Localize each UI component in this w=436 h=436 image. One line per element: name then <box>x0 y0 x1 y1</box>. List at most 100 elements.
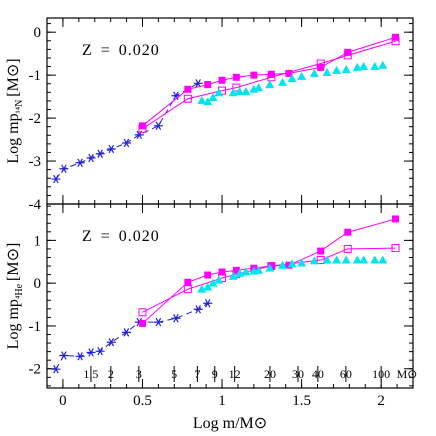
star-marker <box>86 153 96 163</box>
square-marker <box>317 247 325 255</box>
star-marker <box>59 351 69 360</box>
square-marker <box>391 215 399 223</box>
triangle-marker <box>287 259 297 268</box>
star-marker <box>95 149 105 158</box>
y-axis-label: Log mp¹⁴N [M⊙] <box>5 58 25 163</box>
y-label-unit: [M⊙] <box>5 243 22 281</box>
star-marker <box>153 317 163 327</box>
open-square-marker <box>343 244 352 253</box>
x-axis-label: Log m/M⊙ <box>193 415 267 432</box>
triangle-marker <box>228 271 238 280</box>
mass-tick-label: 20 <box>264 367 276 381</box>
square-marker <box>184 85 192 93</box>
y-label-sub: ⁴He <box>14 283 25 299</box>
y-tick-label: 1 <box>34 233 42 249</box>
triangle-marker <box>203 282 213 291</box>
star-marker <box>51 364 61 374</box>
triangle-marker <box>208 278 218 287</box>
mass-tick-label: 2 <box>108 367 114 381</box>
square-marker <box>204 81 212 89</box>
y-label-unit: [M⊙] <box>5 58 22 96</box>
triangle-marker <box>309 68 319 77</box>
triangle-marker <box>332 65 342 74</box>
star-marker <box>106 338 116 347</box>
x-tick-label: 2 <box>377 393 385 409</box>
panel: -2 -1 0 1 0 0.5 1 1.5 2 1.5 2 3 5 7 9 12 20 30 40 60 100 M⊙ Lo… <box>5 203 418 432</box>
triangle-marker <box>287 74 297 83</box>
y-tick-label: -4 <box>29 197 42 213</box>
mass-tick-label: 5 <box>171 367 177 381</box>
mass-unit-label: M⊙ <box>397 367 418 381</box>
square-marker <box>285 69 293 77</box>
y-tick-label: -1 <box>29 319 42 335</box>
star-marker <box>51 174 61 184</box>
triangle-marker <box>241 267 251 276</box>
y-tick-label: 0 <box>34 276 42 292</box>
mass-tick-label: 40 <box>312 367 324 381</box>
star-marker <box>193 305 203 314</box>
triangle-marker <box>208 92 218 101</box>
x-tick-label: 0.5 <box>133 393 152 409</box>
y-tick-label: 0 <box>34 25 42 41</box>
series <box>197 255 388 293</box>
triangle-marker <box>228 88 238 97</box>
triangle-marker <box>370 62 380 71</box>
annotation: Z = 0.020 <box>82 42 160 59</box>
series <box>197 60 388 106</box>
triangle-marker <box>214 275 224 284</box>
open-square-marker <box>316 256 325 265</box>
triangle-marker <box>197 95 207 104</box>
mass-tick-label: 12 <box>229 367 241 381</box>
square-marker <box>344 228 352 236</box>
star-marker <box>59 164 69 173</box>
triangle-marker <box>297 258 307 267</box>
mass-tick-label: 7 <box>194 367 200 381</box>
triangle-marker <box>359 62 369 71</box>
triangle-marker <box>254 83 264 92</box>
series <box>51 299 213 374</box>
y-label-main: Log mp <box>5 113 22 163</box>
open-square-marker <box>183 285 192 294</box>
open-square-marker <box>343 51 352 60</box>
y-tick-label: -2 <box>29 111 42 127</box>
x-tick-label: 1 <box>218 393 226 409</box>
triangle-marker <box>265 80 275 89</box>
square-marker <box>218 76 226 84</box>
plot-frame <box>46 203 414 389</box>
square-marker <box>204 271 212 279</box>
triangle-marker <box>352 62 362 71</box>
triangle-marker <box>378 60 388 69</box>
mass-tick-label: 30 <box>292 367 304 381</box>
y-label-main: Log mp <box>5 299 22 349</box>
y-label-sub: ¹⁴N <box>14 100 25 114</box>
triangle-marker <box>352 255 362 264</box>
y-tick-label: -2 <box>29 362 42 378</box>
x-tick-label: 0 <box>59 393 67 409</box>
triangle-marker <box>214 88 224 97</box>
square-marker <box>232 73 240 81</box>
triangle-marker <box>278 260 288 269</box>
star-marker <box>75 352 85 361</box>
triangle-marker <box>265 263 275 272</box>
star-marker <box>153 121 163 131</box>
square-marker <box>138 319 146 327</box>
open-square-marker <box>267 73 276 82</box>
star-marker <box>203 299 213 308</box>
square-marker <box>218 268 226 276</box>
open-square-marker <box>138 124 147 133</box>
mass-tick-label: 3 <box>136 367 142 381</box>
series <box>51 79 203 184</box>
open-square-marker <box>316 59 325 68</box>
star-marker <box>86 348 96 357</box>
triangle-marker <box>341 65 351 74</box>
triangle-marker <box>254 265 264 274</box>
series-line <box>142 40 396 130</box>
series <box>138 244 400 317</box>
open-square-marker <box>391 37 400 46</box>
square-marker <box>184 278 192 286</box>
triangle-marker <box>203 97 213 106</box>
annotation: Z = 0.020 <box>82 228 160 245</box>
star-marker <box>193 79 203 88</box>
triangle-marker <box>297 71 307 80</box>
series-line <box>55 302 208 370</box>
